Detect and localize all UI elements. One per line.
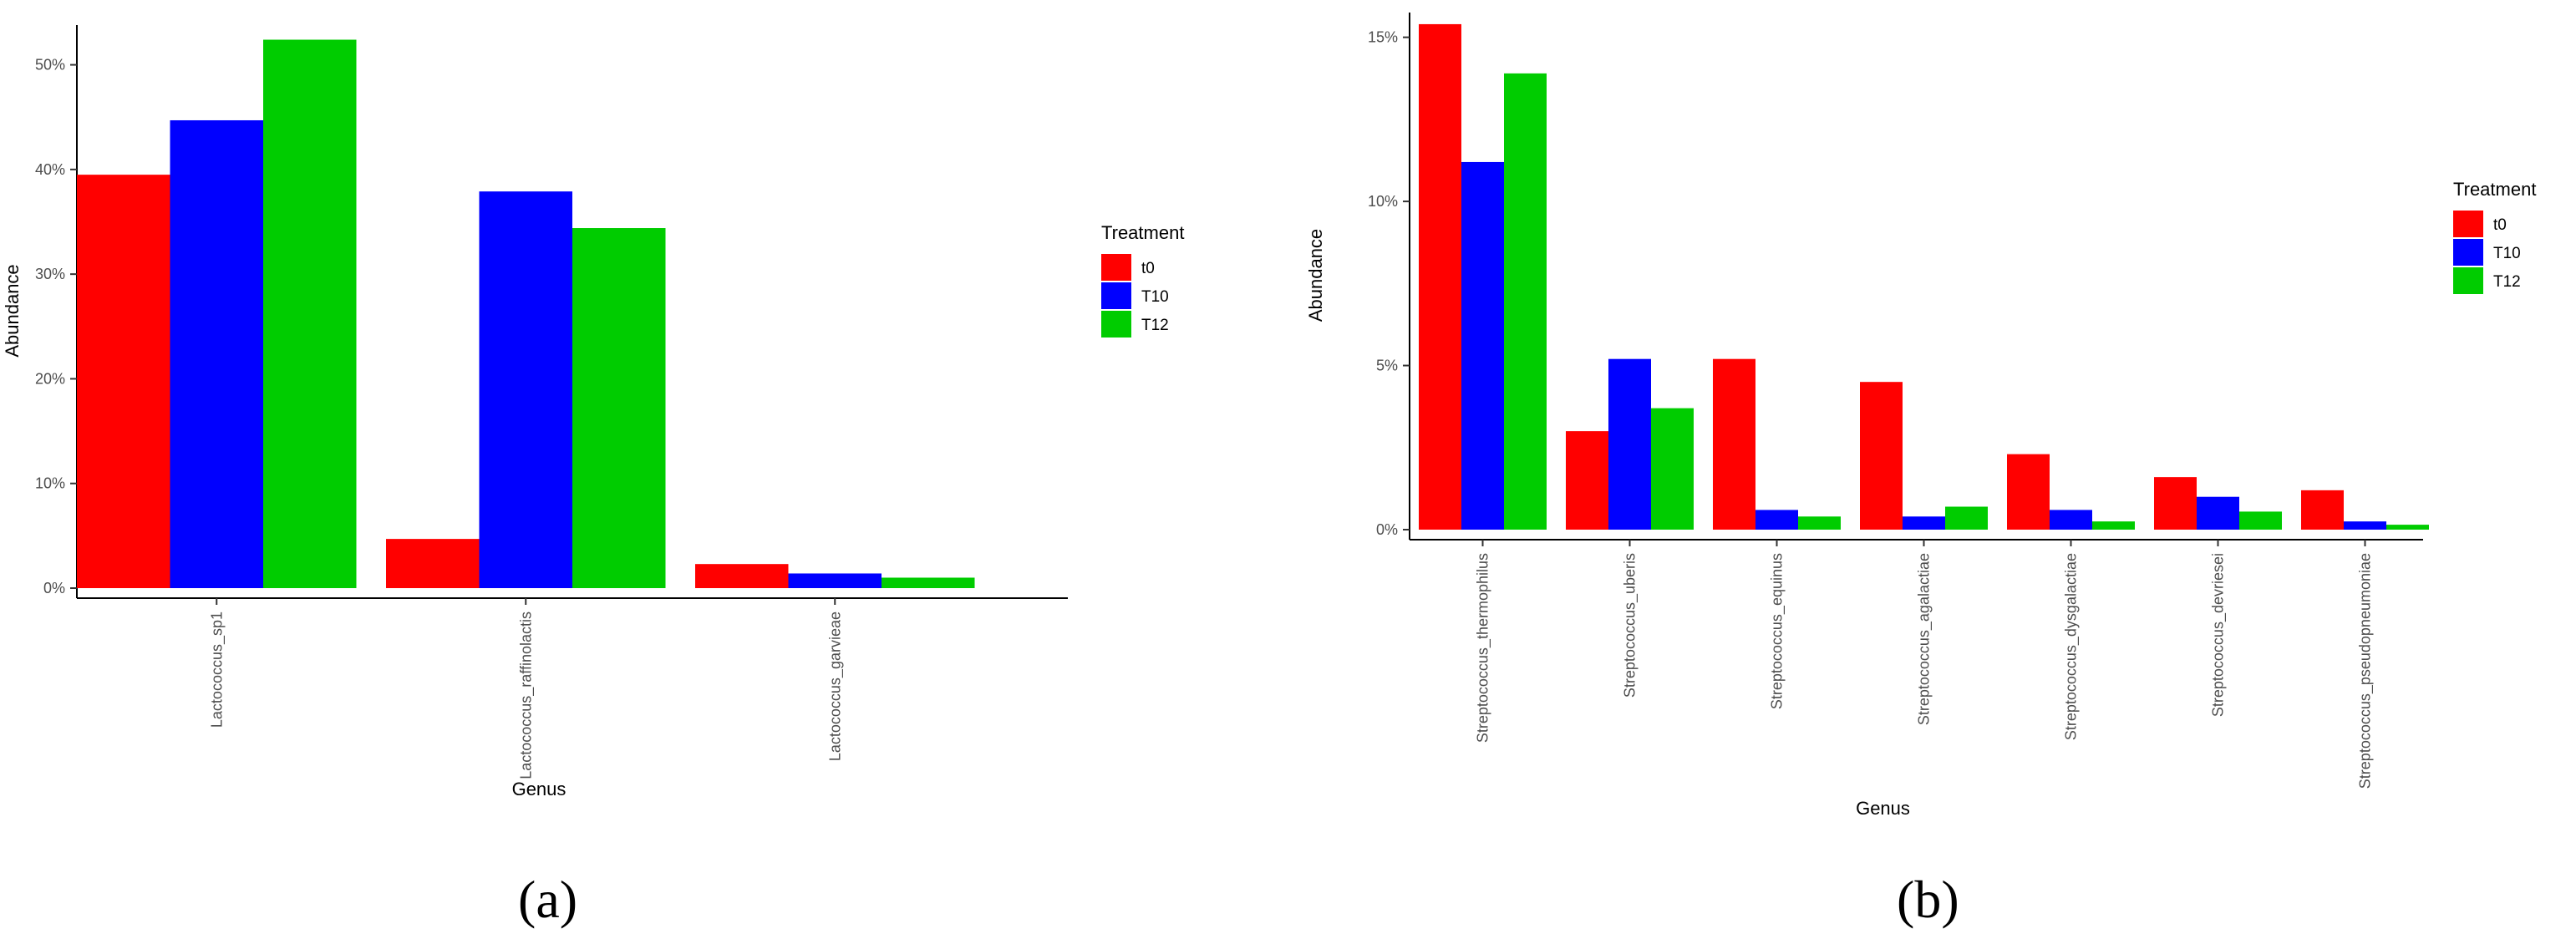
bar-T10-6 (2344, 521, 2386, 530)
chart-b: 0% 5% 10% 15% Streptococcus_thermophilus Stre… (1305, 13, 2536, 819)
bar-t0-0 (77, 175, 170, 588)
bar-T12-1 (572, 228, 666, 588)
x-tick-label: Streptococcus_pseudopneumoniae (2357, 553, 2375, 789)
x-tick-label: Streptococcus_agalactiae (1916, 553, 1933, 725)
bar-T10-0 (1461, 161, 1504, 530)
legend-label-T12: T12 (2493, 273, 2521, 291)
y-tick-label: 30% (35, 266, 65, 282)
bar-T10-2 (788, 573, 882, 588)
bar-T10-1 (1608, 358, 1651, 530)
x-tick-label: Lactococcus_sp1 (208, 612, 226, 728)
legend-swatch-T12 (2453, 267, 2483, 294)
chart-a-plot: 0% 10% 20% 30% 40% 50% Lactococcus_sp1 Lactococ… (2, 25, 1184, 799)
y-axis-title: Abundance (1305, 229, 1326, 322)
x-axis-title: Genus (1856, 798, 1910, 819)
y-tick-label: 10% (35, 475, 65, 492)
panel-label-a: (a) (518, 870, 578, 929)
bar-T12-0 (263, 39, 357, 589)
legend-swatch-t0 (1101, 254, 1131, 281)
bar-T12-2 (882, 577, 975, 588)
legend-label-T12: T12 (1141, 317, 1169, 334)
bar-T10-5 (2197, 496, 2239, 530)
x-tick-label: Streptococcus_uberis (1622, 553, 1639, 698)
bar-T12-6 (2386, 525, 2429, 530)
legend-label-t0: t0 (2493, 216, 2507, 234)
legend-swatch-T12 (1101, 311, 1131, 338)
bar-T12-4 (2092, 521, 2135, 530)
chart-a: 0% 10% 20% 30% 40% 50% Lactococcus_sp1 Lactococ… (2, 25, 1184, 799)
y-tick-label: 5% (1376, 358, 1398, 374)
bar-T12-3 (1945, 506, 1988, 530)
x-tick-label: Streptococcus_thermophilus (1475, 553, 1492, 743)
bar-t0-1 (1566, 431, 1608, 530)
legend-label-T10: T10 (2493, 245, 2521, 262)
bar-T10-1 (479, 191, 572, 588)
x-tick-label: Streptococcus_dysgalactiae (2063, 553, 2081, 740)
legend-swatch-T10 (1101, 282, 1131, 309)
legend-label-t0: t0 (1141, 260, 1155, 277)
bar-T12-1 (1651, 408, 1694, 530)
legend-label-T10: T10 (1141, 288, 1169, 306)
legend-title: Treatment (1101, 222, 1184, 243)
x-axis-title: Genus (512, 779, 567, 799)
bar-t0-2 (1713, 358, 1755, 530)
bar-t0-6 (2301, 490, 2344, 530)
bar-T12-5 (2239, 511, 2282, 530)
panel-label-b: (b) (1897, 870, 1959, 929)
x-tick-label: Lactococcus_garvieae (826, 612, 844, 761)
bar-t0-0 (1419, 23, 1461, 530)
x-tick-label: Streptococcus_equinus (1769, 553, 1786, 709)
y-axis-title: Abundance (2, 264, 23, 357)
bar-t0-4 (2007, 454, 2050, 530)
legend-swatch-T10 (2453, 239, 2483, 266)
y-tick-label: 15% (1368, 29, 1398, 46)
bar-T12-2 (1798, 516, 1841, 530)
bar-T12-0 (1504, 73, 1547, 530)
bar-T10-3 (1903, 516, 1945, 530)
x-tick-label: Lactococcus_raffinolactis (517, 612, 535, 779)
bar-T10-4 (2050, 510, 2092, 530)
y-tick-label: 0% (1376, 521, 1398, 538)
bar-t0-1 (386, 539, 480, 588)
x-tick-label: Streptococcus_devriesei (2210, 553, 2228, 717)
legend-title: Treatment (2453, 179, 2536, 200)
bar-t0-5 (2154, 477, 2197, 530)
y-tick-label: 10% (1368, 193, 1398, 210)
chart-b-plot: 0% 5% 10% 15% Streptococcus_thermophilus Stre… (1305, 13, 2536, 819)
bar-t0-3 (1860, 382, 1903, 530)
bar-t0-2 (695, 564, 789, 588)
y-tick-label: 50% (35, 57, 65, 74)
y-tick-label: 0% (43, 580, 65, 596)
y-tick-label: 40% (35, 161, 65, 178)
legend-swatch-t0 (2453, 211, 2483, 237)
y-tick-label: 20% (35, 370, 65, 387)
bar-T10-2 (1755, 510, 1798, 530)
bar-T10-0 (170, 119, 263, 588)
